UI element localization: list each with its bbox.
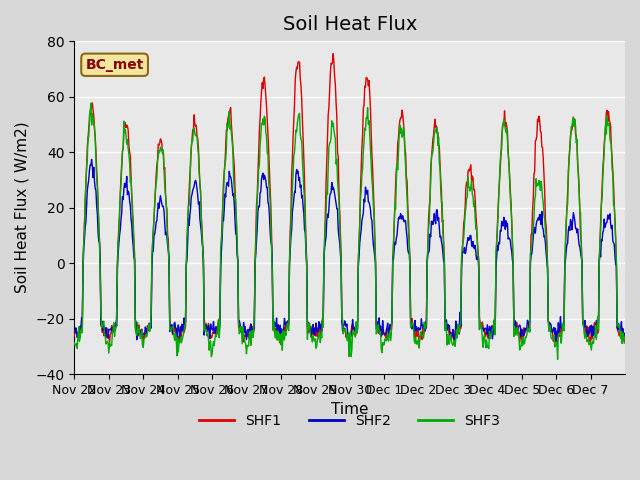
Y-axis label: Soil Heat Flux ( W/m2): Soil Heat Flux ( W/m2) [15,122,30,293]
Legend: SHF1, SHF2, SHF3: SHF1, SHF2, SHF3 [194,408,506,433]
X-axis label: Time: Time [331,402,369,417]
Title: Soil Heat Flux: Soil Heat Flux [282,15,417,34]
Text: BC_met: BC_met [85,58,144,72]
